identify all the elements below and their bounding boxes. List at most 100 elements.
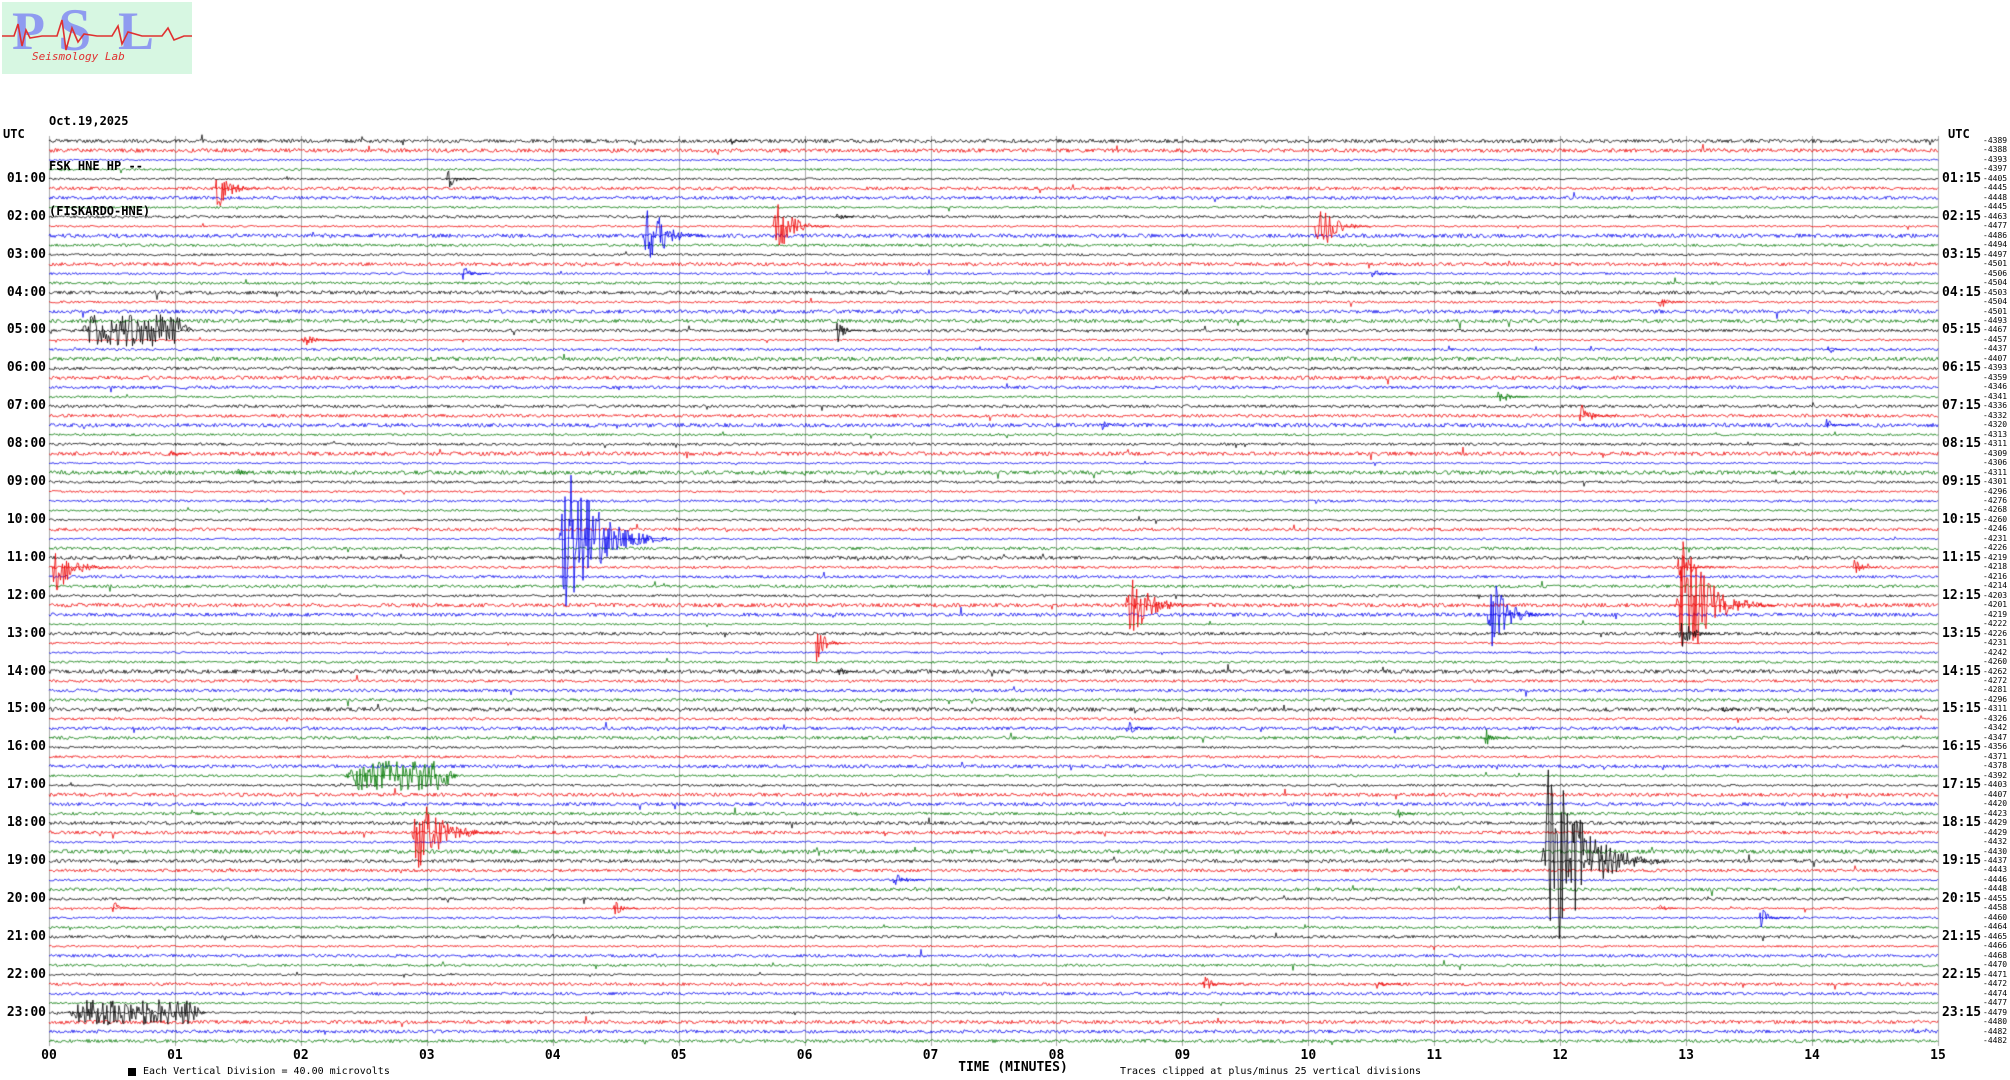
hour-label-left: 06:00 (6, 360, 46, 376)
minute-label: 10 (1300, 1048, 1317, 1063)
trace-count-value: -4392 (1983, 770, 2008, 780)
trace-count-value: -4493 (1983, 316, 2008, 325)
trace-count-value: -4446 (1983, 874, 2008, 884)
trace-count-value: -4448 (1983, 884, 2008, 894)
trace-count-value: -4477 (1983, 998, 2008, 1008)
hour-label-right: 01:15 (1942, 170, 1982, 186)
trace-count-value: -4388 (1983, 145, 2008, 155)
hour-label-left: 07:00 (6, 398, 46, 414)
hour-label-right: 12:15 (1942, 587, 1982, 603)
minute-label: 02 (293, 1048, 309, 1063)
trace-count-value: -4246 (1983, 524, 2008, 534)
trace-count-value: -4432 (1983, 837, 2008, 847)
time-axis-title: TIME (MINUTES) (958, 1060, 1068, 1075)
trace-count-value: -4471 (1983, 969, 2008, 979)
trace-count-value: -4356 (1983, 742, 2008, 752)
clip-note: Traces clipped at plus/minus 25 vertical… (1120, 1066, 1422, 1077)
trace-count-value: -4313 (1983, 429, 2008, 439)
hour-label-right: 08:15 (1942, 436, 1982, 452)
minute-label: 03 (418, 1048, 435, 1063)
minute-label: 15 (1930, 1048, 1946, 1063)
trace-count-value: -4281 (1983, 685, 2008, 695)
utc-label-left: UTC (3, 127, 25, 141)
trace-count-value: -4458 (1983, 903, 2008, 913)
trace-count-value: -4448 (1983, 192, 2008, 202)
header-station: FSK HNE HP -- (49, 159, 143, 173)
trace-count-value: -4501 (1983, 259, 2008, 269)
minute-label: 07 (922, 1048, 939, 1063)
utc-label-right: UTC (1948, 127, 1970, 141)
hour-label-right: 04:15 (1942, 284, 1982, 300)
trace-count-value: -4466 (1983, 941, 2008, 951)
trace-count-value: -4309 (1983, 448, 2008, 458)
trace-count-value: -4216 (1983, 571, 2008, 581)
logo-letter-p: P (12, 1, 45, 61)
trace-count-value: -4501 (1983, 306, 2008, 316)
trace-count-value: -4306 (1983, 458, 2008, 468)
trace-count-value: -4407 (1983, 353, 2008, 363)
trace-count-value: -4342 (1983, 723, 2008, 733)
division-square-icon (128, 1068, 136, 1076)
hour-label-left: 22:00 (6, 966, 46, 982)
trace-count-value: -4437 (1983, 856, 2008, 865)
hour-label-right: 22:15 (1942, 966, 1982, 982)
minute-label: 04 (544, 1048, 561, 1063)
trace-count-value: -4260 (1983, 657, 2008, 667)
trace-count-value: -4242 (1983, 647, 2008, 657)
trace-count-value: -4486 (1983, 230, 2008, 240)
trace-count-value: -4405 (1983, 173, 2008, 183)
trace-count-value: -4218 (1983, 562, 2008, 572)
trace-count-value: -4465 (1983, 931, 2008, 941)
hour-label-right: 02:15 (1942, 208, 1982, 224)
trace-count-value: -4407 (1983, 789, 2008, 799)
trace-count-value: -4506 (1983, 268, 2008, 278)
hour-label-right: 17:15 (1942, 777, 1982, 793)
trace-count-value: -4437 (1983, 344, 2008, 354)
hour-label-right: 14:15 (1942, 663, 1982, 679)
hour-label-left: 04:00 (6, 284, 46, 300)
trace-count-value: -4445 (1983, 202, 2008, 212)
hour-label-left: 05:00 (6, 322, 46, 338)
trace-count-value: -4482 (1983, 1036, 2008, 1045)
minute-label: 14 (1804, 1048, 1820, 1063)
trace-count-value: -4429 (1983, 827, 2008, 837)
trace-count-value: -4219 (1983, 609, 2008, 619)
hour-label-right: 18:15 (1942, 815, 1982, 831)
trace-count-value: -4203 (1983, 590, 2008, 600)
trace-count-value: -4346 (1983, 382, 2008, 392)
trace-count-value: -4482 (1983, 1026, 2008, 1036)
minute-label: 08 (1048, 1048, 1065, 1063)
trace-count-value: -4326 (1983, 713, 2008, 723)
trace-count-value: -4311 (1983, 704, 2008, 714)
trace-count-value: -4219 (1983, 552, 2008, 562)
trace-count-value: -4332 (1983, 410, 2008, 420)
trace-count-value: -4272 (1983, 676, 2008, 685)
hour-label-left: 16:00 (6, 739, 46, 755)
trace-count-value: -4497 (1983, 249, 2008, 259)
hour-label-left: 13:00 (6, 625, 46, 641)
trace-count-value: -4201 (1983, 600, 2008, 610)
hour-label-left: 11:00 (6, 549, 46, 565)
trace-count-value: -4470 (1983, 960, 2008, 970)
minute-label: 13 (1678, 1048, 1694, 1063)
trace-count-value: -4393 (1983, 154, 2008, 164)
minute-label: 01 (167, 1048, 183, 1063)
trace-count-value: -4460 (1983, 912, 2008, 922)
trace-count-value: -4214 (1983, 581, 2008, 591)
hour-label-right: 03:15 (1942, 246, 1982, 262)
hour-label-right: 20:15 (1942, 890, 1982, 906)
trace-count-value: -4477 (1983, 221, 2008, 231)
hour-label-left: 14:00 (6, 663, 46, 679)
hour-label-left: 17:00 (6, 777, 46, 793)
hour-label-right: 10:15 (1942, 511, 1982, 527)
trace-count-value: -4222 (1983, 619, 2008, 629)
minute-label: 00 (41, 1048, 57, 1063)
hour-label-right: 07:15 (1942, 398, 1982, 414)
hour-label-right: 09:15 (1942, 474, 1982, 490)
plot-header: Oct.19,2025 FSK HNE HP -- (FISKARDO-HNE) (49, 84, 150, 249)
logo-caption: Seismology Lab (32, 50, 125, 63)
trace-count-value: -4455 (1983, 893, 2008, 903)
hour-label-left: 03:00 (6, 246, 46, 262)
